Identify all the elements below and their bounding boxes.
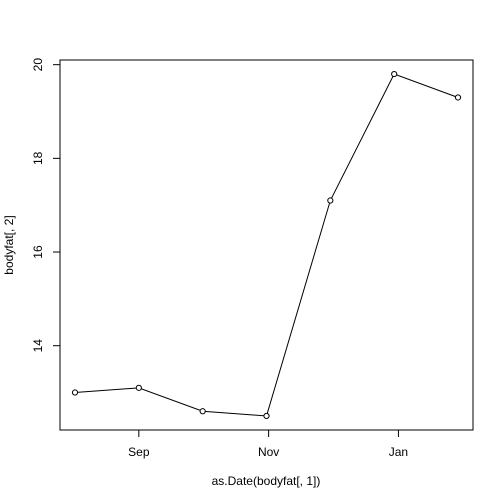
series-line	[74, 73, 459, 417]
plot-frame	[59, 59, 474, 431]
data-point	[391, 70, 398, 78]
data-point	[135, 384, 142, 391]
y-axis-title: bodyfat[, 2]	[2, 215, 16, 274]
x-tick-label: Sep	[128, 445, 150, 459]
y-tick-label: 20	[31, 58, 45, 72]
data-point	[263, 412, 270, 420]
x-tick-label: Jan	[389, 445, 408, 459]
y-axis: 14 16 18 20	[31, 58, 61, 353]
data-point	[327, 197, 334, 204]
data-point	[454, 94, 462, 101]
y-tick-label: 14	[31, 339, 45, 353]
x-axis-title: as.Date(bodyfat[, 1])	[212, 474, 321, 488]
data-point	[199, 408, 206, 415]
x-tick-label: Nov	[258, 445, 279, 459]
y-tick-label: 16	[31, 245, 45, 259]
data-point	[71, 389, 79, 396]
x-axis: Sep Nov Jan	[128, 429, 408, 459]
data-series	[71, 70, 462, 420]
y-tick-label: 18	[31, 151, 45, 165]
